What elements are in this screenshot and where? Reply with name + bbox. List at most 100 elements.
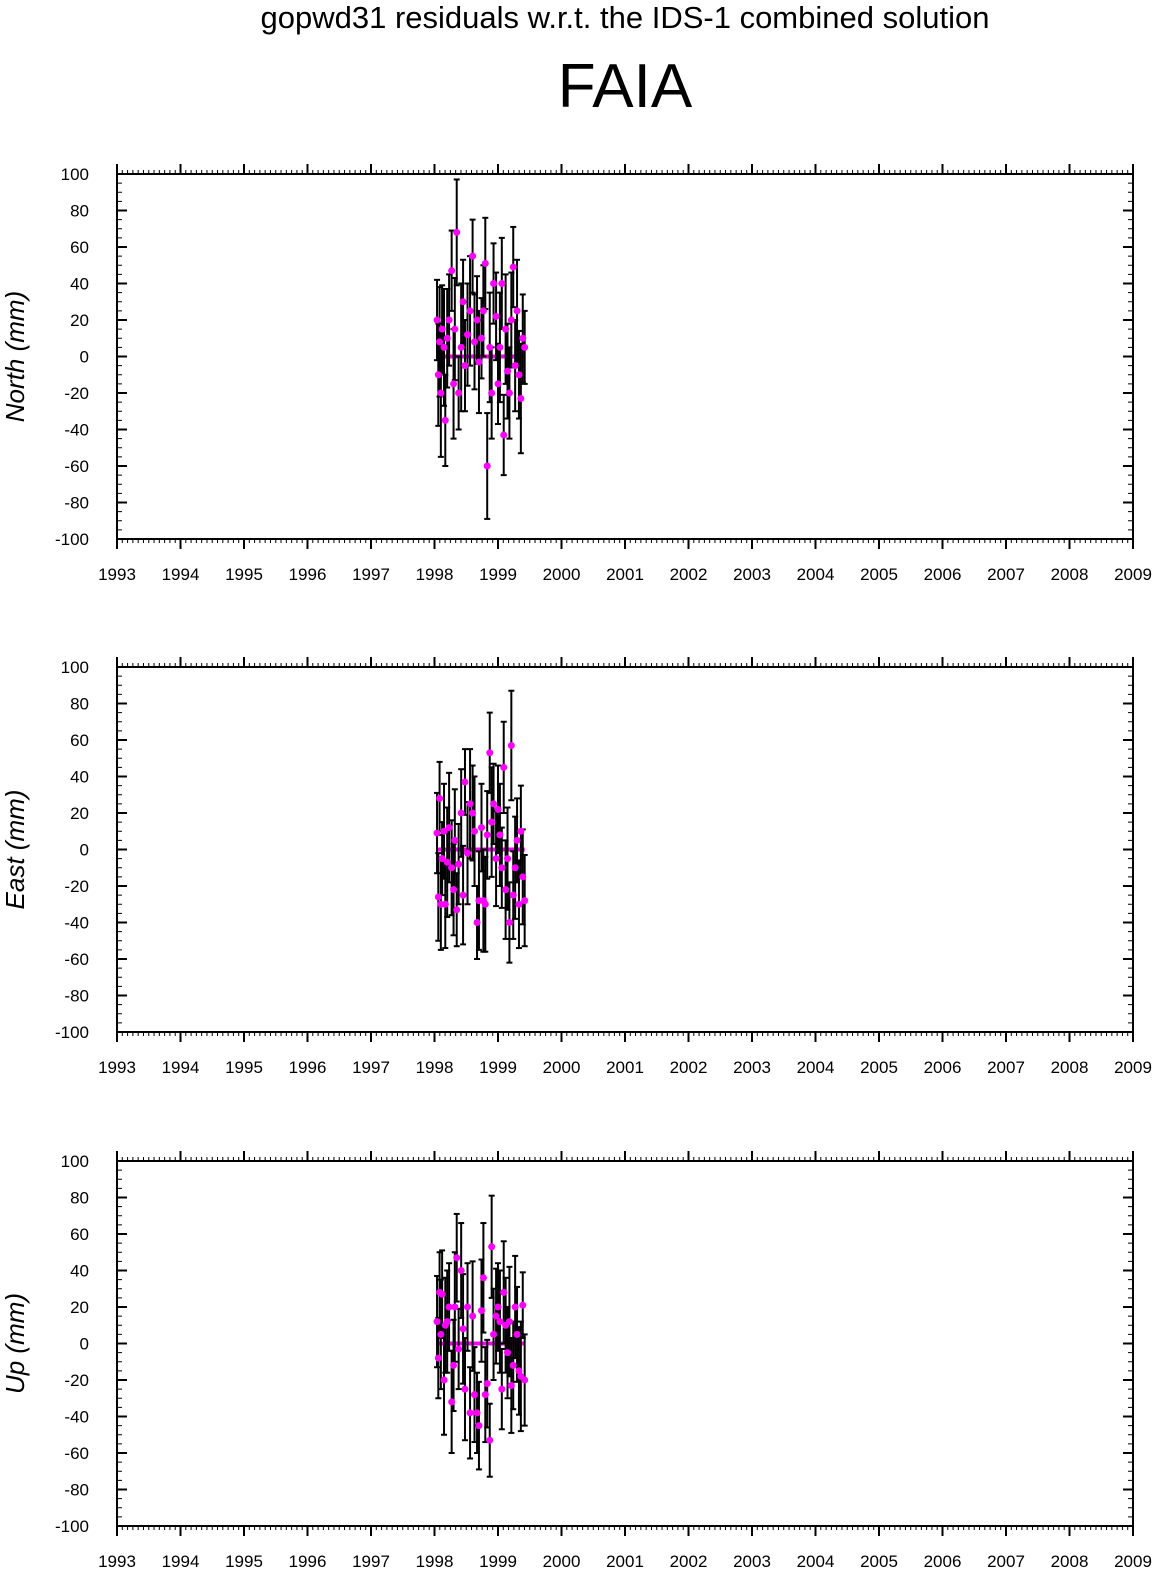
data-point — [504, 1349, 512, 1357]
x-tick-label: 2007 — [987, 1552, 1025, 1571]
y-tick-label: 0 — [80, 1335, 89, 1354]
x-tick-label: 2002 — [670, 1552, 708, 1571]
data-point — [461, 778, 469, 786]
plot-frame — [116, 666, 1134, 1033]
y-tick-label: -20 — [64, 1371, 89, 1390]
data-point — [502, 325, 510, 333]
y-tick-label: 40 — [70, 768, 89, 787]
data-point — [509, 263, 517, 271]
data-point — [469, 1312, 477, 1320]
data-point — [448, 267, 456, 275]
data-point — [511, 362, 519, 370]
y-tick-label: 40 — [70, 275, 89, 294]
data-point — [513, 836, 521, 844]
data-point — [455, 860, 463, 868]
data-point — [436, 794, 444, 802]
data-point — [436, 338, 444, 346]
data-point — [455, 389, 463, 397]
data-point — [481, 900, 489, 908]
data-point — [466, 307, 474, 315]
data-point — [498, 280, 506, 287]
data-point — [517, 827, 525, 835]
x-tick-label: 2006 — [924, 565, 962, 584]
x-tick-label: 2005 — [860, 1552, 898, 1571]
data-point — [492, 312, 500, 320]
data-point — [457, 809, 465, 817]
y-tick-label: 20 — [70, 1298, 89, 1317]
x-tick-label: 2003 — [733, 1058, 771, 1077]
y-tick-label: -60 — [64, 457, 89, 476]
data-point — [441, 900, 449, 908]
y-tick-label: -40 — [64, 914, 89, 933]
y-tick-label: -20 — [64, 877, 89, 896]
data-point — [481, 259, 489, 267]
data-point — [486, 749, 494, 757]
data-point — [483, 462, 491, 470]
data-point — [445, 824, 453, 832]
data-point — [434, 893, 442, 901]
x-tick-label: 2006 — [924, 1552, 962, 1571]
data-point — [437, 1330, 445, 1338]
x-tick-label: 1995 — [225, 1058, 263, 1077]
x-tick-label: 2006 — [924, 1058, 962, 1077]
data-point — [498, 1385, 506, 1393]
data-point — [492, 1312, 500, 1320]
data-point — [438, 855, 446, 863]
x-tick-label: 2002 — [670, 565, 708, 584]
data-point — [434, 1354, 442, 1362]
data-point — [461, 362, 469, 370]
x-tick-label: 2000 — [543, 1058, 581, 1077]
y-tick-label: 100 — [61, 658, 89, 677]
data-point — [494, 380, 502, 388]
data-point — [481, 1391, 489, 1399]
data-point — [496, 1318, 504, 1326]
x-tick-label: 1998 — [416, 1552, 454, 1571]
data-point — [500, 1288, 508, 1296]
data-point — [443, 858, 451, 866]
data-point — [504, 855, 512, 863]
data-point — [479, 307, 487, 315]
y-tick-label: -100 — [55, 1517, 89, 1536]
x-tick-label: 2003 — [733, 565, 771, 584]
data-point — [496, 831, 504, 839]
x-tick-label: 1996 — [289, 1058, 327, 1077]
data-point — [473, 316, 481, 324]
y-tick-label: -80 — [64, 987, 89, 1006]
x-tick-label: 2007 — [987, 1058, 1025, 1077]
y-tick-label: 0 — [80, 841, 89, 860]
data-point — [505, 1318, 513, 1326]
data-point — [433, 829, 441, 837]
data-point — [451, 836, 459, 844]
data-point — [450, 380, 458, 388]
data-point — [453, 228, 461, 236]
data-point — [517, 394, 525, 402]
x-tick-label: 2003 — [733, 1552, 771, 1571]
chart-panel-1: 1993 1994 1995 1996 1997 1998 1999 2000 2001 2002… — [0, 164, 1152, 584]
y-tick-label: 20 — [70, 804, 89, 823]
data-point — [507, 741, 515, 749]
x-tick-label: 2009 — [1114, 1552, 1152, 1571]
data-point — [513, 1330, 521, 1338]
x-tick-label: 1997 — [352, 1552, 390, 1571]
data-point — [511, 864, 519, 872]
x-tick-label: 2008 — [1051, 1552, 1089, 1571]
data-point — [498, 864, 506, 872]
data-point — [483, 831, 491, 839]
data-point — [466, 1409, 474, 1417]
data-point — [443, 334, 451, 342]
y-tick-label: -60 — [64, 1444, 89, 1463]
data-point — [440, 343, 448, 351]
y-tick-label: 100 — [61, 1152, 89, 1171]
x-tick-label: 2008 — [1051, 565, 1089, 584]
data-point — [459, 891, 467, 899]
x-tick-label: 1993 — [98, 565, 136, 584]
y-tick-label: 80 — [70, 1189, 89, 1208]
y-tick-label: 0 — [80, 348, 89, 367]
x-tick-label: 1996 — [289, 1552, 327, 1571]
data-point — [492, 855, 500, 863]
data-point — [515, 1367, 523, 1375]
x-tick-label: 2000 — [543, 565, 581, 584]
data-point — [494, 805, 502, 813]
data-point — [490, 1330, 498, 1338]
x-tick-label: 1999 — [479, 565, 517, 584]
